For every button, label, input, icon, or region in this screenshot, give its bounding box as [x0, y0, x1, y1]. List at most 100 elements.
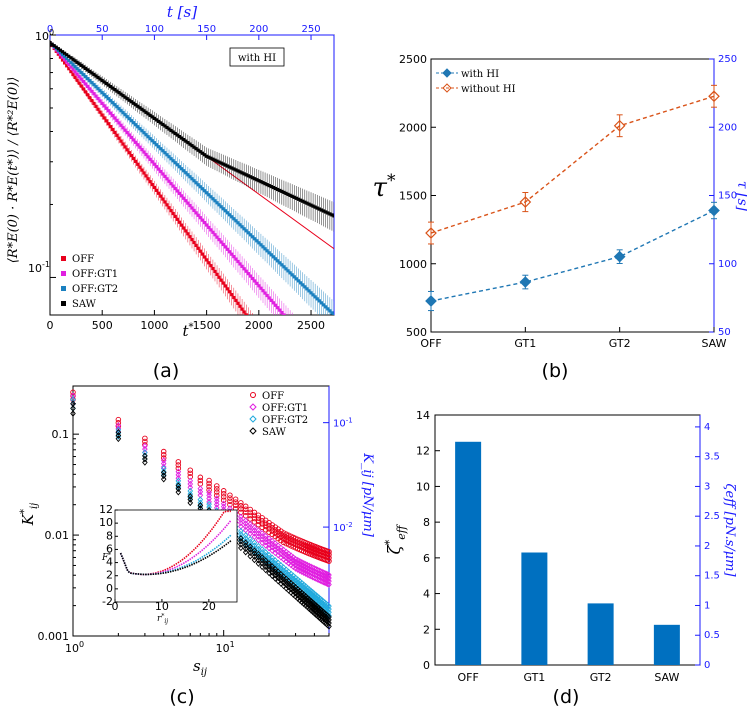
panel-a-point-SAW — [138, 106, 142, 110]
panel-d-right-tick-label: 1.5 — [704, 571, 720, 582]
panel-a-point-OFF:GT2 — [152, 141, 157, 145]
panel-b-frame — [430, 58, 715, 333]
panel-a-point-OFF — [184, 229, 188, 233]
panel-a-point-SAW — [225, 164, 230, 168]
panel-a-point-OFF — [92, 101, 96, 106]
panel-a-point-SAW — [271, 185, 276, 190]
panel-c-point-OFF:GT2 — [288, 570, 294, 578]
panel-d-ytick-label: 14 — [416, 409, 430, 422]
panel-a-point-OFF:GT1 — [156, 167, 161, 171]
panel-a-point-OFF — [198, 249, 202, 253]
panel-a-point-OFF:GT2 — [244, 229, 248, 233]
panel-c-point-SAW — [326, 623, 332, 630]
panel-a-point-OFF:GT1 — [148, 157, 152, 161]
panel-a-point-SAW — [90, 71, 94, 75]
panel-a-point-OFF:GT1 — [173, 186, 177, 191]
panel-c-inset-xlabel: r*ij — [157, 613, 168, 625]
panel-b-legend-marker — [442, 68, 452, 78]
panel-a-point-OFF:GT1 — [240, 264, 244, 268]
panel-c-point-OFF — [259, 515, 265, 521]
panel-a-point-OFF:GT1 — [146, 155, 150, 159]
panel-a-point-SAW — [321, 209, 326, 213]
panel-a-point-SAW — [301, 199, 305, 203]
panel-a-point-OFF:GT2 — [324, 305, 328, 309]
panel-a-point-OFF — [67, 67, 71, 71]
panel-c-legend-label: SAW — [262, 427, 287, 438]
panel-c-point-SAW — [197, 501, 204, 509]
panel-b-point-with-hi — [613, 250, 626, 263]
panel-a-point-SAW — [104, 81, 108, 86]
panel-a-point-OFF:GT1 — [159, 169, 163, 174]
panel-a-point-OFF:GT2 — [290, 273, 294, 277]
panel-a-point-OFF — [136, 162, 140, 166]
panel-c-point-OFF:GT1 — [285, 556, 292, 564]
panel-a-point-OFF:GT1 — [165, 177, 169, 181]
panel-d-label: (d) — [553, 686, 580, 708]
panel-d-ylabel: ζ*eff — [383, 523, 408, 554]
panel-a-point-SAW — [202, 153, 207, 157]
panel-a-point-SAW — [152, 116, 157, 120]
panel-a-point-OFF — [75, 78, 79, 82]
panel-a-point-OFF — [223, 284, 228, 288]
panel-a-point-OFF:GT2 — [102, 93, 106, 97]
panel-a-point-OFF:GT1 — [125, 131, 129, 135]
panel-d-ytick-label: 6 — [423, 552, 430, 565]
panel-a-point-SAW — [200, 151, 205, 155]
panel-a-point-OFF — [207, 261, 211, 265]
panel-a-point-OFF — [63, 61, 67, 65]
panel-a-top-tick-label: 50 — [96, 24, 109, 35]
panel-a-point-OFF:GT2 — [276, 259, 280, 263]
panel-a-point-SAW — [167, 127, 171, 131]
panel-a-point-OFF:GT2 — [282, 265, 286, 269]
panel-a-point-OFF:GT2 — [75, 67, 79, 71]
panel-a-point-SAW — [294, 196, 299, 200]
panel-c-point-OFF:GT2 — [70, 396, 76, 403]
panel-d-ytick-label: 0 — [423, 659, 430, 672]
panel-a-point-SAW — [332, 214, 334, 218]
panel-a-point-OFF:GT2 — [280, 263, 284, 267]
panel-a-point-OFF — [152, 185, 157, 190]
panel-a-point-OFF — [123, 145, 127, 149]
panel-a-point-OFF:GT2 — [326, 307, 330, 311]
panel-c-point-OFF:GT1 — [290, 557, 297, 564]
panel-c-point-SAW — [142, 452, 148, 460]
panel-c-point-OFF — [214, 492, 220, 499]
panel-b-legend-label: with HI — [461, 69, 499, 80]
panel-c-point-OFF — [175, 462, 182, 468]
panel-c-point-OFF:GT1 — [220, 503, 227, 510]
panel-c-point-SAW — [269, 563, 276, 570]
panel-a-point-SAW — [248, 175, 253, 179]
panel-a-point-OFF:GT1 — [56, 50, 60, 54]
panel-c-point-OFF:GT1 — [197, 485, 204, 492]
panel-a-point-OFF — [85, 93, 90, 97]
panel-a-point-SAW — [136, 104, 140, 108]
panel-a-point-SAW — [311, 204, 315, 208]
panel-a-point-SAW — [246, 174, 250, 178]
panel-a-point-OFF:GT2 — [188, 175, 192, 179]
panel-c-ylabel: K*ij — [19, 503, 40, 527]
panel-c-point-OFF:GT1 — [272, 546, 279, 553]
panel-a-legend-marker-OFF:GT2 — [61, 286, 66, 291]
panel-a-point-SAW — [330, 213, 334, 217]
panel-d-right-ylabel: ζeff [pN.s/μm] — [722, 483, 737, 577]
panel-c-point-SAW — [242, 542, 249, 549]
panel-c-point-OFF:GT1 — [290, 560, 297, 567]
panel-a-point-OFF:GT2 — [219, 205, 223, 209]
panel-c-point-OFF:GT2 — [238, 527, 244, 535]
panel-a-point-OFF — [113, 130, 117, 135]
panel-a-point-OFF — [219, 278, 223, 282]
panel-a-point-SAW — [96, 75, 100, 80]
panel-c-legend-label: OFF:GT2 — [262, 415, 308, 426]
panel-d-xtick-label: OFF — [457, 671, 478, 684]
panel-c-point-OFF:GT1 — [206, 489, 212, 496]
panel-a-point-OFF:GT1 — [291, 323, 294, 326]
panel-a-point-OFF:GT2 — [175, 163, 179, 167]
panel-c-point-OFF:GT1 — [283, 558, 289, 565]
panel-a-point-OFF:GT1 — [63, 58, 67, 62]
panel-c-point-OFF:GT1 — [213, 495, 220, 502]
panel-a-point-SAW — [265, 183, 269, 187]
panel-b-label: (b) — [542, 360, 569, 382]
panel-a-point-OFF:GT2 — [294, 277, 299, 281]
panel-c-inset-frame — [114, 509, 238, 603]
